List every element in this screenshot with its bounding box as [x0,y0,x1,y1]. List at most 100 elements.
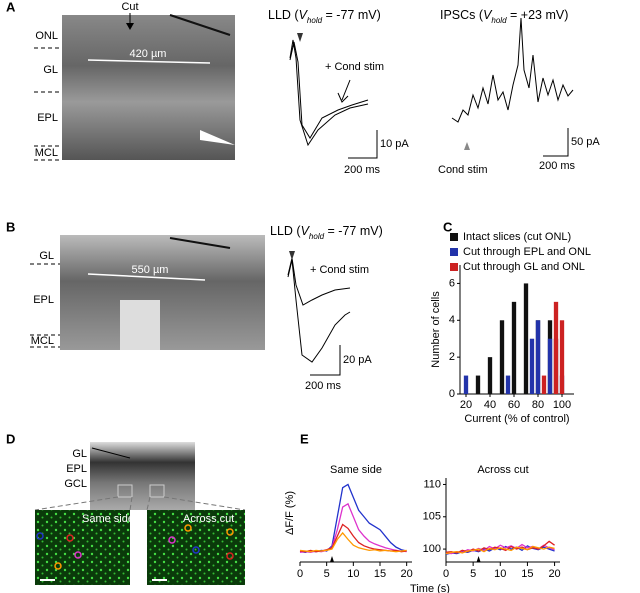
inset-label: Same side [82,513,134,525]
arrow [337,79,351,103]
scale-label: 10 pA [380,138,409,150]
bar [541,375,547,394]
bar [559,320,565,394]
legend-swatch [450,263,458,271]
plot-title: Same side [330,464,382,476]
layer-label: GCL [64,478,87,490]
x-axis-label: Time (s) [410,583,450,593]
trace-title: IPSCs (Vhold = +23 mV) [440,8,568,24]
title-part: V [483,8,493,22]
y-tick-label: 2 [449,351,455,363]
inset-label: Across cut [183,513,234,525]
cut [120,300,160,350]
legend-swatch [450,233,458,241]
bar [547,338,553,394]
y-axis-label: Number of cells [430,291,442,368]
arrowhead [126,23,134,30]
y-axis-label: ΔF/F (%) [284,491,296,535]
title-part: V [301,224,311,238]
cell [200,130,235,145]
plot-title: Across cut [477,464,528,476]
bar [475,375,481,394]
label: Cut [121,1,138,13]
x-tick-label: 15 [521,568,533,580]
y-tick-label: 4 [449,314,455,326]
scale-label: 20 pA [343,354,372,366]
x-tick-label: 5 [324,568,330,580]
bar [487,357,493,394]
roi [149,484,165,498]
panel-label: A [6,0,16,14]
stim-marker [464,142,470,150]
layer-label: MCL [31,335,54,347]
bar [535,320,541,394]
title-part: V [299,8,309,22]
x-tick-label: 5 [470,568,476,580]
layer-label: EPL [33,294,54,306]
title-part: LLD ( [270,224,301,238]
roi [117,484,133,498]
annotation: + Cond stim [325,61,384,73]
legend-label: Intact slices (cut ONL) [463,231,571,243]
title-part: = -77 mV) [324,224,383,238]
y-tick-label: 6 [449,277,455,289]
x-tick-label: 10 [494,568,506,580]
bar [505,375,511,394]
layer-label: GL [72,448,87,460]
trace [451,17,574,123]
scale-bar [543,128,569,157]
scale-label: 50 pA [571,136,600,148]
distance-label: 550 µm [132,264,169,276]
stim-marker [330,556,334,562]
y-tick-label: 0 [449,388,455,400]
bar [553,301,559,394]
annotation: + Cond stim [310,264,369,276]
legend-label: Cut through GL and ONL [463,261,585,273]
pipette [169,14,231,36]
x-tick-label: 100 [553,399,571,411]
title-part: hold [307,16,323,25]
annotation: Cond stim [438,164,488,176]
pipette [169,237,231,249]
inset [35,510,130,585]
x-tick-label: 20 [548,568,560,580]
micrograph [90,442,195,510]
line [299,531,407,553]
layer-label: GL [39,250,54,262]
scale-bar [348,130,378,159]
x-tick-label: 0 [297,568,303,580]
panel-label: E [300,431,309,446]
legend-label: Cut through EPL and ONL [463,246,591,258]
x-tick-label: 20 [460,399,472,411]
layer-label: EPL [66,463,87,475]
bar [463,375,469,394]
pipette [91,447,131,459]
distance-line [87,273,206,281]
stim-marker [476,556,481,562]
y-tick-label: 100 [423,543,441,555]
x-tick-label: 15 [374,568,386,580]
bar [529,338,535,394]
legend-swatch [450,248,458,256]
distance-line [87,59,211,64]
y-tick-label: 105 [423,511,441,523]
zoom-lines [34,496,246,511]
x-axis-label: Current (% of control) [464,413,569,425]
layer-borders [34,47,62,161]
stim-marker [289,251,295,260]
x-tick-label: 60 [508,399,520,411]
trace [289,41,369,139]
trace-title: LLD (Vhold = -77 mV) [270,224,383,240]
x-tick-label: 0 [443,568,449,580]
rois [36,524,234,570]
trace [287,259,351,363]
scale-label: 200 ms [539,160,576,172]
title-part: = -77 mV) [322,8,381,22]
title-part: IPSCs ( [440,8,484,22]
line [299,523,407,553]
bar [499,320,505,394]
distance-label: 420 µm [130,48,167,60]
layer-label: MCL [35,147,58,159]
title-part: LLD ( [268,8,299,22]
